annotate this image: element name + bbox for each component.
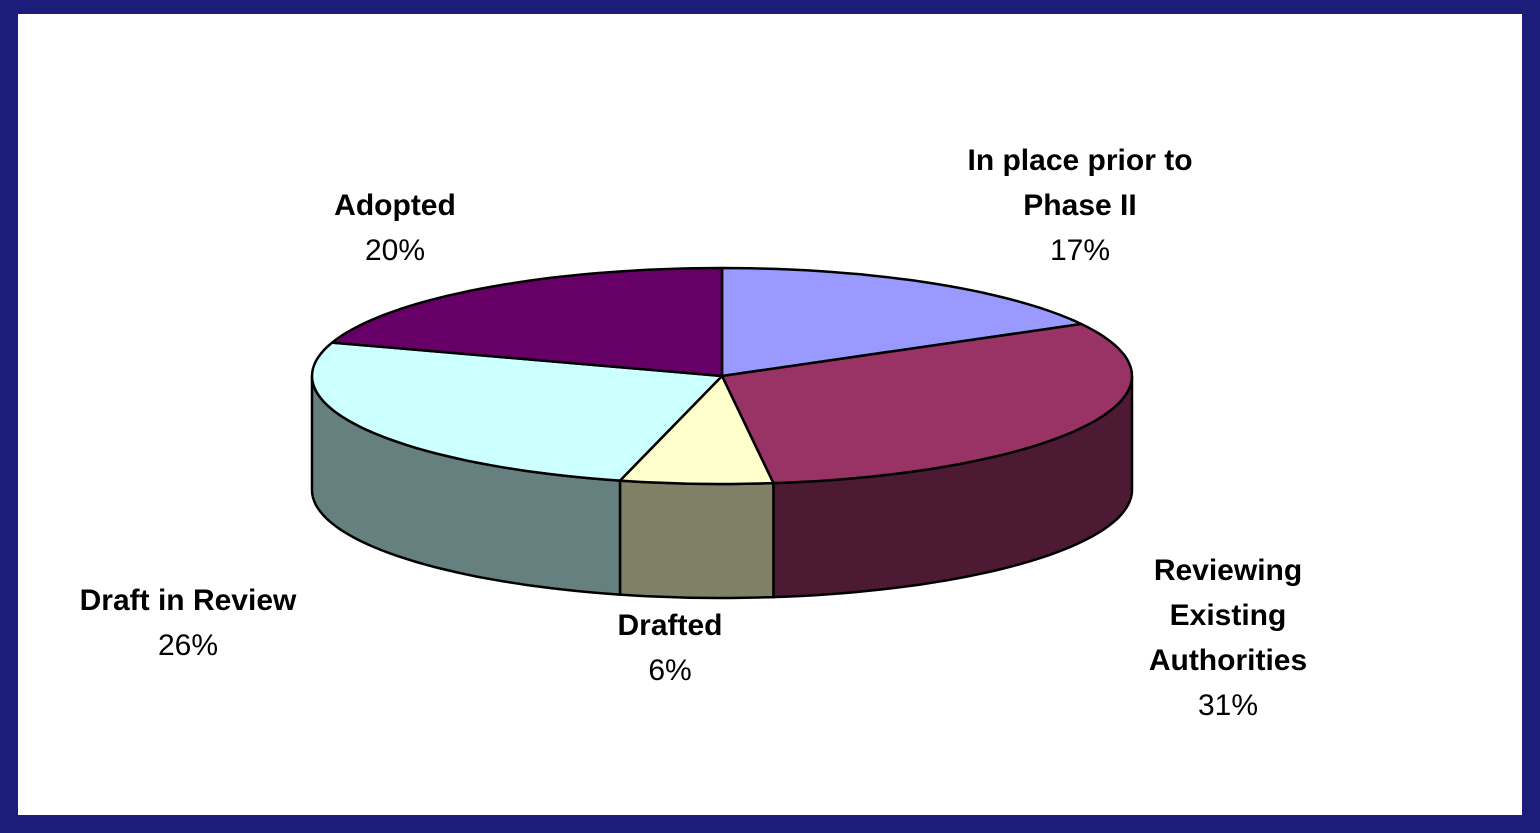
data-label: Adopted 20% xyxy=(245,183,545,273)
data-label: In place prior to Phase II 17% xyxy=(930,138,1230,273)
slice xyxy=(330,266,724,378)
category-label: In place prior to Phase II xyxy=(967,144,1193,222)
value-label: 26% xyxy=(157,629,219,662)
slice-side xyxy=(618,479,775,600)
value-label: 20% xyxy=(364,234,426,267)
value-label: 31% xyxy=(1197,689,1259,722)
category-label: Reviewing Existing Authorities xyxy=(1148,554,1308,677)
data-label: Drafted 6% xyxy=(520,603,820,693)
slice xyxy=(618,374,775,486)
slice xyxy=(720,322,1134,485)
data-label: Reviewing Existing Authorities 31% xyxy=(1113,548,1343,728)
data-label: Draft in Review 26% xyxy=(8,578,368,668)
slice xyxy=(720,266,1083,378)
category-label: Adopted xyxy=(334,189,456,222)
slice xyxy=(310,341,724,482)
category-label: Draft in Review xyxy=(79,584,297,617)
value-label: 6% xyxy=(648,654,692,687)
category-label: Drafted xyxy=(617,609,723,642)
value-label: 17% xyxy=(1049,234,1111,267)
